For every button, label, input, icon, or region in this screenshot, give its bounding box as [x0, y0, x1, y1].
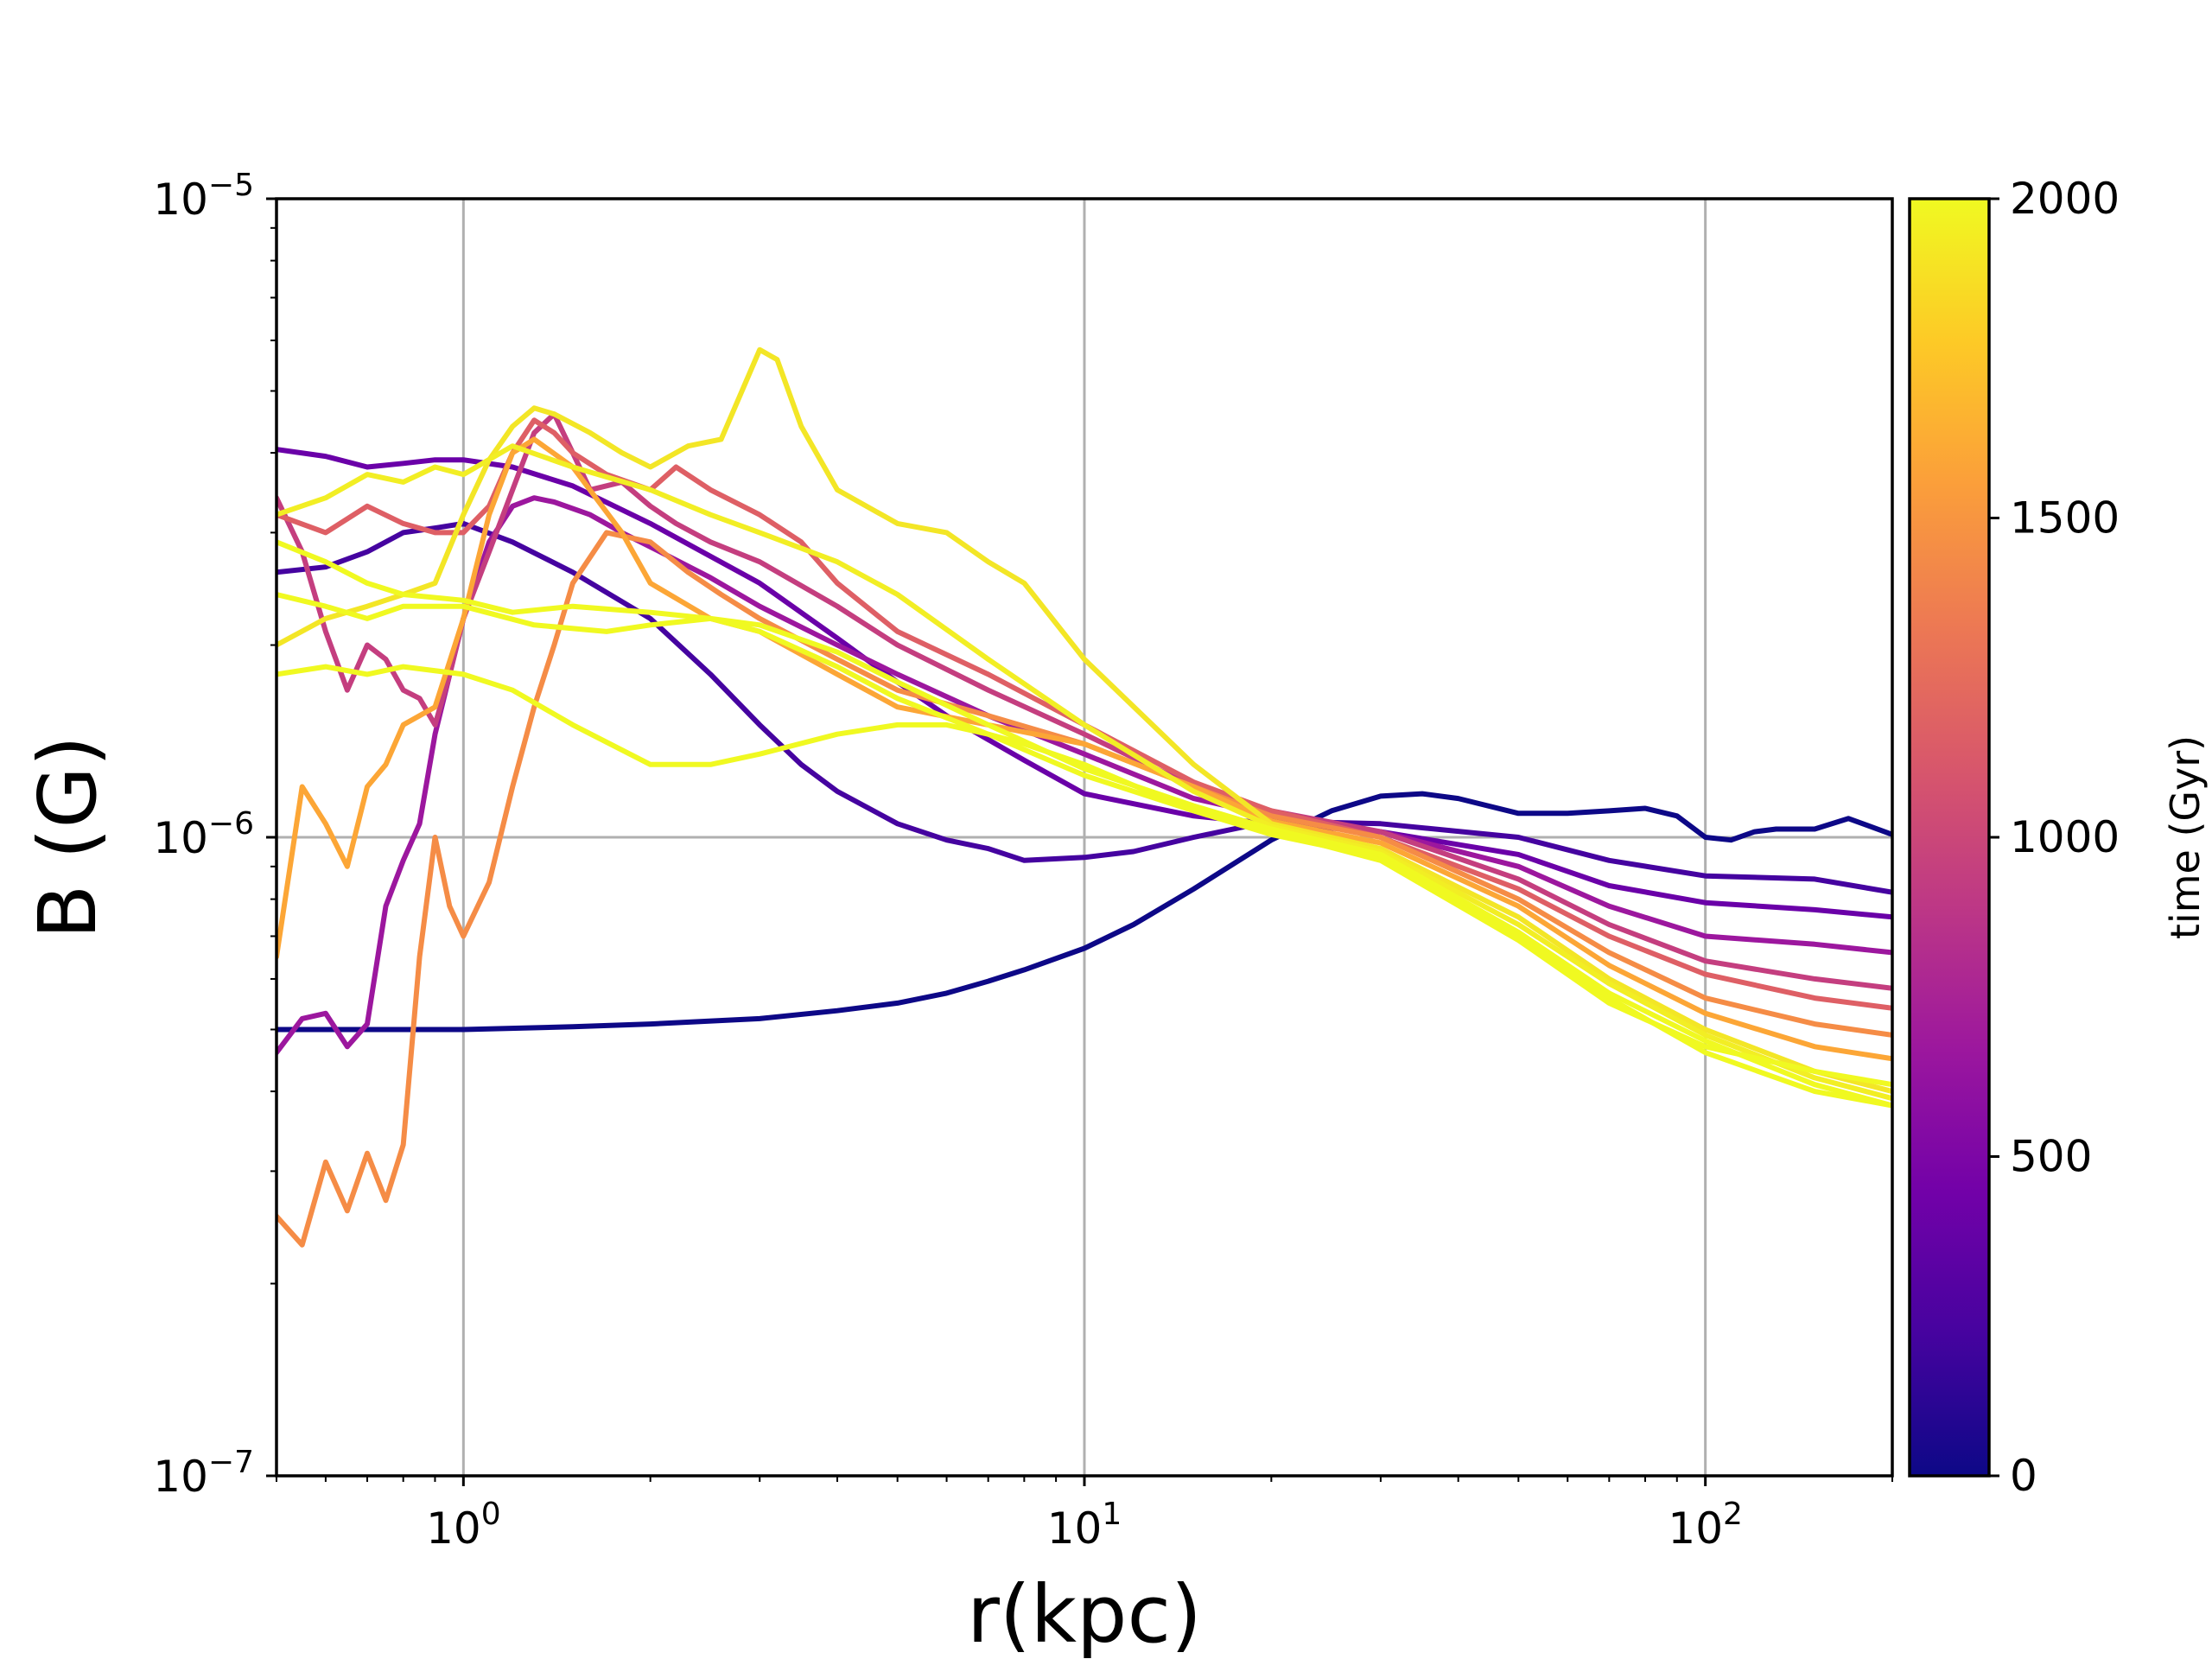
y-tick-label: 10−7 [153, 1445, 254, 1502]
series-line-t1550 [276, 436, 1892, 1062]
y-axis-label: B (G) [22, 735, 114, 938]
series-line-t0 [276, 791, 1892, 1033]
colorbar-tick-label: 1000 [2010, 812, 2120, 862]
colorbar-label: time (Gyr) [2162, 735, 2209, 939]
series-line-t1450 [276, 530, 1892, 1248]
x-axis-label: r(kpc) [967, 1568, 1202, 1659]
colorbar-tick-label: 1500 [2010, 493, 2120, 543]
colorbar-axis: 0 500 1000 1500 2000 [1989, 174, 2120, 1501]
x-tick-label: 102 [1668, 1497, 1743, 1554]
x-tick-label: 101 [1047, 1497, 1122, 1554]
series-line-t1850 [276, 443, 1892, 1102]
series-line-t2000 [276, 539, 1892, 1088]
series-line-t1920 [276, 592, 1892, 1109]
colorbar-tick-label: 0 [2010, 1451, 2037, 1501]
colorbar [1908, 197, 1991, 1478]
colorbar-tick-label: 500 [2010, 1132, 2092, 1182]
y-tick-label: 10−6 [153, 806, 254, 863]
series-line-t250 [276, 520, 1892, 895]
axes: 100 101 102 10−7 10−6 10−5 [153, 168, 1893, 1554]
series-line-t1960 [276, 664, 1892, 1109]
y-tick-label: 10−5 [153, 168, 254, 225]
grid [276, 197, 1892, 1478]
series-line-t1750 [276, 346, 1892, 1095]
x-tick-label: 100 [426, 1497, 501, 1554]
series-group [276, 346, 1892, 1248]
series-line-t1050 [276, 411, 1892, 991]
colorbar-tick-label: 2000 [2010, 174, 2120, 224]
